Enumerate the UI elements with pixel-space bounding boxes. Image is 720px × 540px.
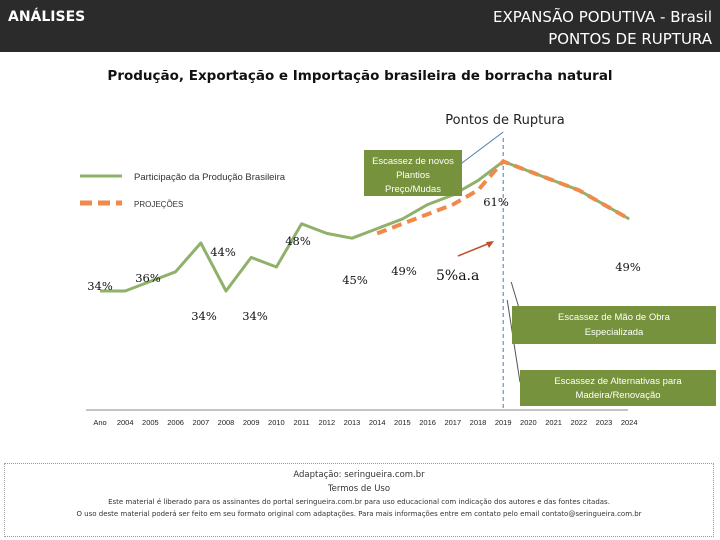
data-label: 61%: [483, 195, 509, 209]
box-escassez-plantios-text: Escassez de novos: [372, 156, 454, 167]
x-tick-label: 2010: [268, 418, 285, 427]
x-tick-label: 2019: [495, 418, 512, 427]
box-alternativas-text: Escassez de Alternativas para: [554, 376, 682, 387]
footer-terms-text: Este material é liberado para os assinan…: [108, 498, 610, 506]
chart-title: Produção, Exportação e Importação brasil…: [107, 68, 613, 84]
data-label: 34%: [242, 309, 268, 323]
x-tick-label: 2015: [394, 418, 411, 427]
x-tick-label: 2018: [470, 418, 487, 427]
data-label: 34%: [191, 309, 217, 323]
footer-credit: Adaptação: seringueira.com.br: [293, 470, 425, 480]
page-title-line2: PONTOS DE RUPTURA: [548, 30, 712, 48]
x-tick-label: 2014: [369, 418, 386, 427]
growth-arrow-head: [486, 241, 494, 248]
box-escassez-plantios-text: Plantios: [396, 170, 430, 181]
footer-usage-text: O uso deste material poderá ser feito em…: [76, 510, 642, 518]
box-escassez-plantios-text: Preço/Mudas: [385, 184, 441, 195]
box-alternativas-text: Madeira/Renovação: [575, 390, 660, 401]
section-label: ANÁLISES: [8, 9, 86, 25]
x-tick-label: 2009: [243, 418, 260, 427]
x-tick-label: 2005: [142, 418, 159, 427]
series-line-projecoes: [376, 159, 631, 236]
x-tick-label: 2013: [344, 418, 361, 427]
chart: Ano 2004 2005 2006 2007 2008 2009 2010 2011 2012 2…: [80, 113, 716, 427]
box-mao-de-obra-text: Especializada: [585, 327, 644, 338]
box-escassez-plantios: [364, 150, 462, 196]
x-tick-label: 2004: [117, 418, 134, 427]
x-tick-label: 2020: [520, 418, 537, 427]
x-tick-label: 2021: [545, 418, 562, 427]
page-title: EXPANSÃO PODUTIVA - Brasil PONTOS DE RUP…: [493, 6, 712, 50]
growth-rate-label: 5%a.a: [436, 268, 479, 284]
legend-label-projecoes: PROJEÇÕES: [134, 200, 183, 209]
data-label: 49%: [391, 264, 417, 278]
box-mao-de-obra-text: Escassez de Mão de Obra: [558, 312, 671, 323]
x-tick-label: 2016: [419, 418, 436, 427]
box-alternativas: [520, 370, 716, 406]
data-label: 48%: [285, 234, 311, 248]
x-tick-label: 2006: [167, 418, 184, 427]
header-bar: ANÁLISES EXPANSÃO PODUTIVA - Brasil PONT…: [0, 0, 720, 52]
x-tick-label: 2023: [596, 418, 613, 427]
x-tick-label: 2007: [192, 418, 209, 427]
data-label: 36%: [135, 271, 161, 285]
box-mao-de-obra: [512, 306, 716, 344]
x-tick-label: Ano: [93, 418, 106, 427]
rupture-label: Pontos de Ruptura: [445, 113, 565, 128]
x-tick-label: 2024: [621, 418, 638, 427]
data-label: 44%: [210, 245, 236, 259]
x-tick-label: 2011: [294, 418, 310, 427]
footer: Adaptação: seringueira.com.br Termos de …: [4, 463, 714, 537]
footer-terms-link[interactable]: Termos de Uso: [327, 484, 391, 494]
x-tick-label: 2008: [218, 418, 235, 427]
data-label: 49%: [615, 260, 641, 274]
x-tick-label: 2022: [570, 418, 587, 427]
legend-label-producao: Participação da Produção Brasileira: [134, 172, 286, 183]
series-line-producao: [100, 159, 630, 293]
growth-arrow: [457, 242, 491, 257]
data-label: 45%: [342, 273, 368, 287]
data-label: 34%: [87, 279, 113, 293]
page-title-line1: EXPANSÃO PODUTIVA - Brasil: [493, 8, 712, 26]
x-tick-label: 2012: [318, 418, 335, 427]
x-tick-label: 2017: [444, 418, 461, 427]
